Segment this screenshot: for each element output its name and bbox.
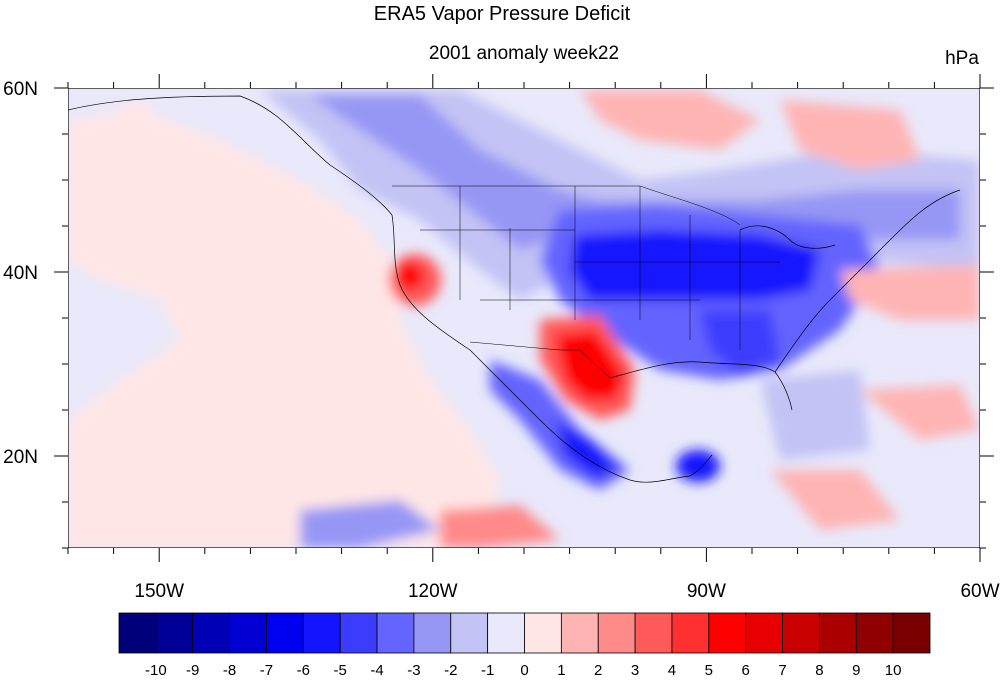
colorbar-label: 3 (631, 662, 639, 679)
colorbar-swatch (229, 612, 267, 654)
colorbar-swatch (155, 612, 194, 654)
colorbar-label: -9 (186, 662, 199, 679)
colorbar-swatch (708, 612, 747, 654)
colorbar-label: 10 (885, 662, 902, 679)
colorbar-swatch (376, 612, 415, 654)
pacific-positive-zone (68, 110, 500, 548)
colorbar-label: -7 (260, 662, 273, 679)
colorbar-swatch (855, 612, 894, 654)
colorbar-swatch (524, 612, 562, 654)
colorbar-swatch (782, 612, 820, 654)
lon-tick-label: 150W (134, 581, 184, 602)
colorbar-label: 9 (852, 662, 860, 679)
colorbar-label: -8 (223, 662, 236, 679)
eastern-pacific-positive (440, 505, 560, 548)
lat-tick-label: 40N (3, 263, 38, 284)
axis-labels: 150W 120W 90W 60W 60N 40N 20N (3, 79, 999, 602)
colorbar-label: 7 (778, 662, 786, 679)
units-label: hPa (945, 48, 979, 69)
mexico-coast-negative-core (555, 420, 620, 478)
colorbar-label: 0 (520, 662, 528, 679)
central-us-negative-core (570, 230, 820, 300)
atlantic-positive-south (860, 385, 980, 440)
colorbar-label: -10 (145, 662, 167, 679)
mexico-texas-positive-core (555, 330, 625, 400)
colorbar-label: 6 (742, 662, 750, 679)
lat-tick-label: 60N (3, 79, 38, 100)
colorbar-label: -5 (334, 662, 347, 679)
great-lakes (739, 225, 836, 249)
colorbar-label: -4 (370, 662, 383, 679)
colorbar-swatch (560, 612, 599, 654)
map-title: ERA5 Vapor Pressure Deficit (374, 3, 631, 25)
colorbar-label: -2 (444, 662, 457, 679)
colorbar-swatch (302, 612, 341, 654)
axis-ticks (54, 74, 994, 562)
colorbar-label: 2 (594, 662, 602, 679)
us-mexico-border (469, 341, 611, 379)
colorbar-swatch (339, 612, 378, 654)
lat-tick-label: 20N (3, 447, 38, 468)
northeast-pacific-zone (70, 100, 200, 180)
colorbar-swatch (671, 612, 710, 654)
colorbar: -10 -9 -8 -7 -6 -5 -4 -3 -2 -1 0 1 2 3 4 5 6 7 8 9 10 (118, 612, 931, 679)
canada-negative-core (310, 95, 960, 250)
state-grid (420, 186, 780, 350)
anomaly-field (68, 90, 980, 548)
caribbean-positive (770, 470, 900, 530)
california-positive-core (396, 262, 424, 290)
east-coast (774, 189, 961, 373)
us-canada-border (392, 185, 741, 226)
colorbar-swatch (745, 612, 783, 654)
colorbar-swatch (892, 612, 931, 654)
north-america-west-coast (68, 95, 713, 483)
colorbar-swatch (819, 612, 857, 654)
colorbar-swatch (118, 612, 157, 654)
yucatan-negative (676, 450, 720, 482)
political-borders (392, 185, 780, 379)
coastlines (68, 95, 961, 483)
lon-tick-label: 120W (408, 581, 458, 602)
colorbar-label: -6 (297, 662, 310, 679)
colorbar-swatch (413, 612, 452, 654)
atlantic-positive (840, 265, 980, 320)
colorbar-swatch (634, 612, 673, 654)
colorbar-label: -3 (407, 662, 420, 679)
lon-tick-label: 90W (687, 581, 726, 602)
colorbar-label: 4 (668, 662, 676, 679)
map-area (68, 88, 980, 548)
colorbar-swatch (192, 612, 230, 654)
colorbar-swatch (266, 612, 304, 654)
colorbar-label: 8 (815, 662, 823, 679)
colorbar-swatch (487, 612, 525, 654)
lon-tick-label: 60W (960, 581, 999, 602)
colorbar-swatch (597, 612, 636, 654)
gulf-coast (609, 361, 793, 411)
hudson-positive-zone (580, 90, 760, 150)
colorbar-label: -1 (481, 662, 494, 679)
western-atlantic-negative (760, 370, 870, 460)
eastern-pacific-negative (300, 500, 440, 548)
labrador-positive-zone (780, 100, 920, 170)
map-subtitle: 2001 anomaly week22 (429, 43, 619, 64)
colorbar-label: 1 (557, 662, 565, 679)
colorbar-label: 5 (705, 662, 713, 679)
colorbar-swatch (450, 612, 489, 654)
